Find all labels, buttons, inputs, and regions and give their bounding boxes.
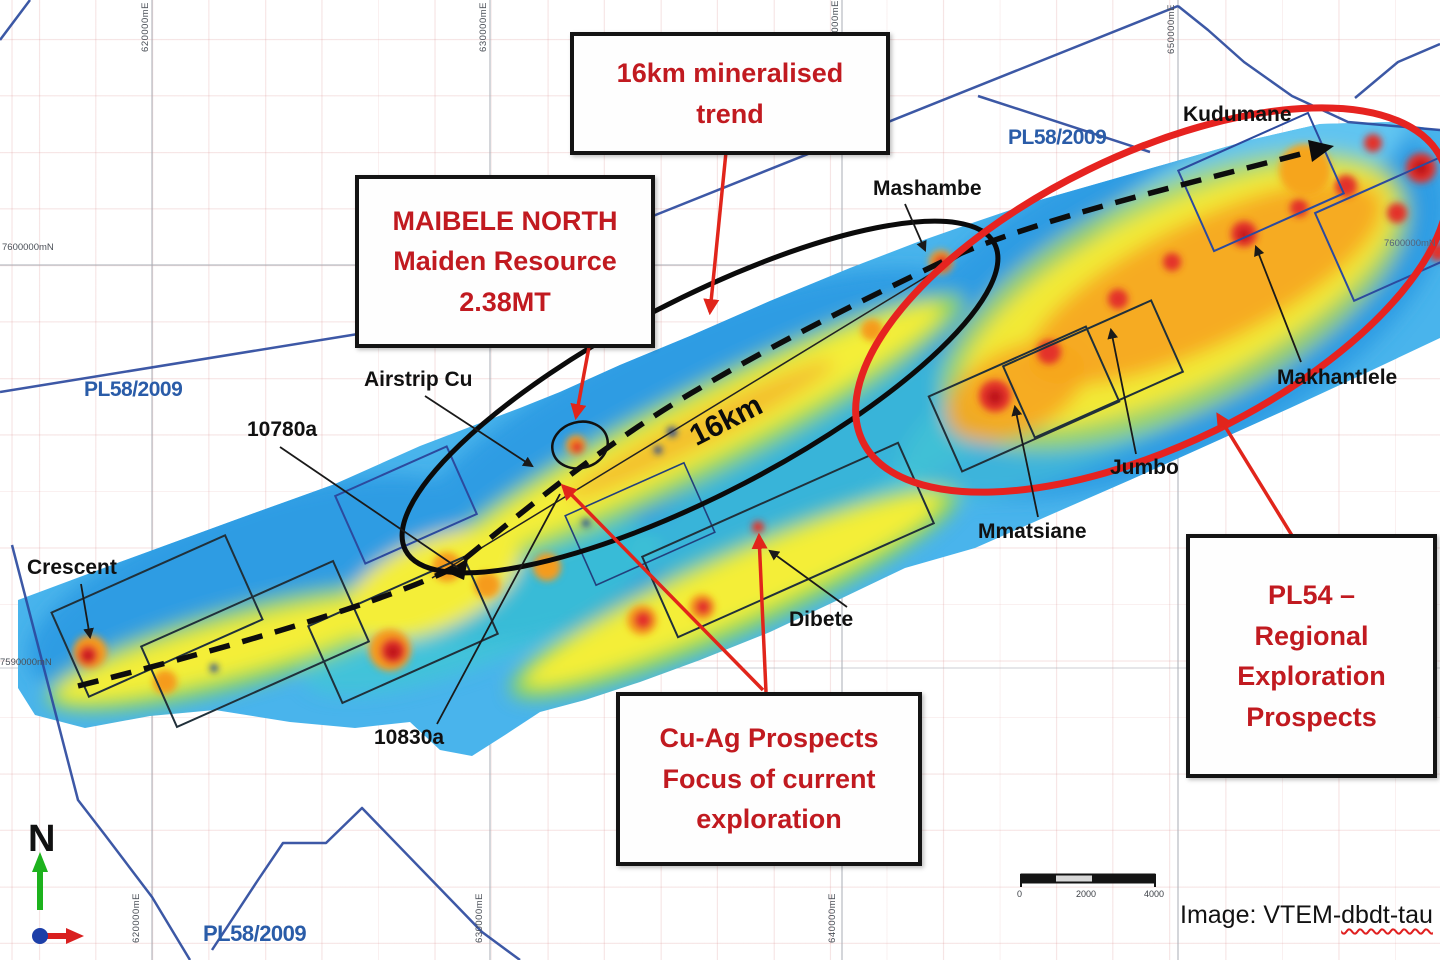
scalebar-tick-4000: 4000 bbox=[1144, 889, 1165, 899]
callout-pl54-regional: PL54 – Regional Exploration Prospects bbox=[1186, 534, 1437, 778]
license-label-pl58-northeast: PL58/2009 bbox=[1008, 126, 1107, 149]
coord-label-630000me-bottom: 630000mE bbox=[474, 893, 485, 943]
callout-line: 16km mineralised bbox=[616, 58, 844, 88]
caption-prefix: Image: VTEM- bbox=[1180, 901, 1342, 929]
scalebar-tick-2000: 2000 bbox=[1076, 889, 1097, 899]
prospect-outline-rects bbox=[50, 111, 1440, 729]
trend-ellipse-black bbox=[399, 218, 1001, 576]
north-label: N bbox=[28, 818, 56, 860]
trend-measure-line bbox=[431, 249, 971, 579]
place-label-jumbo: Jumbo bbox=[1110, 456, 1179, 479]
coord-label-630000me-top: 630000mE bbox=[478, 2, 489, 52]
place-label-mashambe: Mashambe bbox=[873, 177, 982, 200]
red-callout-arrows bbox=[560, 151, 1298, 693]
black-leader-arrows bbox=[80, 203, 1302, 725]
coord-label-650000me-top: 650000mE bbox=[1166, 4, 1177, 54]
callout-line: Exploration bbox=[1237, 661, 1386, 691]
north-arrow bbox=[32, 852, 84, 944]
callout-line: 2.38MT bbox=[459, 286, 551, 317]
vtem-heatmap-strip bbox=[18, 122, 1440, 756]
place-label-airstrip-cu: Airstrip Cu bbox=[364, 368, 473, 391]
coord-label-640000me-bottom: 640000mE bbox=[827, 893, 838, 943]
callout-cu-ag-prospects: Cu-Ag Prospects Focus of current explora… bbox=[616, 692, 922, 866]
place-label-10830a: 10830a bbox=[374, 726, 445, 749]
callout-line: Cu-Ag Prospects bbox=[659, 723, 879, 754]
airstrip-prospect-ellipse bbox=[551, 420, 609, 470]
license-label-pl58-south: PL58/2009 bbox=[203, 921, 307, 946]
coord-label-620000me-top: 620000mE bbox=[140, 2, 151, 52]
regional-ellipse-red bbox=[852, 104, 1440, 496]
place-label-makhantlele: Makhantlele bbox=[1277, 366, 1398, 389]
place-label-crescent: Crescent bbox=[27, 556, 117, 579]
place-label-dibete: Dibete bbox=[789, 608, 854, 631]
coord-label-7600000mn-left: 7600000mN bbox=[2, 242, 54, 253]
place-label-mmatsiane: Mmatsiane bbox=[978, 520, 1087, 543]
place-label-kudumane: Kudumane bbox=[1183, 103, 1292, 126]
callout-line: Regional bbox=[1254, 620, 1369, 651]
scalebar-tick-0: 0 bbox=[1017, 889, 1023, 899]
scale-bar bbox=[1020, 873, 1156, 887]
callout-16km-trend: 16km mineralised trend bbox=[570, 32, 890, 155]
callout-line: trend bbox=[696, 98, 764, 129]
callout-line: PL54 – bbox=[1267, 580, 1356, 610]
callout-line: Prospects bbox=[1246, 701, 1377, 732]
coord-label-7600000mn-right: 7600000mN bbox=[1384, 238, 1436, 249]
coord-label-620000me-bottom: 620000mE bbox=[131, 893, 142, 943]
trend-arrowhead-ne bbox=[1308, 140, 1334, 162]
callout-line: Focus of current bbox=[662, 763, 876, 794]
image-caption: Image: VTEM-dbdt-tau bbox=[1180, 901, 1433, 930]
callout-maibele-north: MAIBELE NORTH Maiden Resource 2.38MT bbox=[355, 175, 655, 348]
place-label-10780a: 10780a bbox=[247, 418, 318, 441]
caption-suffix: dbdt-tau bbox=[1341, 901, 1433, 929]
callout-line: MAIBELE NORTH bbox=[392, 205, 618, 236]
license-label-pl58-west: PL58/2009 bbox=[84, 378, 183, 401]
coord-label-7590000mn-left: 7590000mN bbox=[0, 657, 52, 668]
callout-line: Maiden Resource bbox=[393, 246, 617, 277]
callout-line: exploration bbox=[696, 804, 842, 835]
